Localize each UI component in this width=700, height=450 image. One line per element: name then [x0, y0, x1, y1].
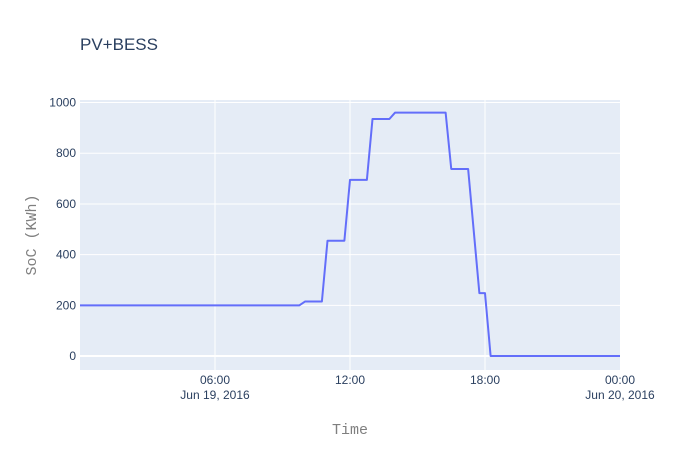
- x-tick-date-label: Jun 19, 2016: [180, 388, 250, 402]
- y-tick-label: 400: [56, 248, 76, 262]
- y-tick-label: 0: [69, 349, 76, 363]
- x-tick-label: 00:00: [605, 373, 635, 387]
- y-axis-title: SoC (KWh): [24, 194, 41, 275]
- x-tick-date-label: Jun 20, 2016: [585, 388, 655, 402]
- x-tick-label: 06:00: [200, 373, 230, 387]
- y-axis-ticks: 0 200 400 600 800 1000: [49, 96, 76, 364]
- series-layer: [80, 111, 620, 358]
- x-axis-title: Time: [332, 422, 368, 439]
- y-tick-label: 200: [56, 298, 76, 312]
- x-tick-label: 12:00: [335, 373, 365, 387]
- x-tick-label: 18:00: [470, 373, 500, 387]
- y-tick-label: 800: [56, 146, 76, 160]
- chart-title: PV+BESS: [80, 35, 158, 54]
- soc-series-line: [80, 111, 620, 358]
- y-tick-label: 600: [56, 197, 76, 211]
- y-tick-label: 1000: [49, 96, 76, 110]
